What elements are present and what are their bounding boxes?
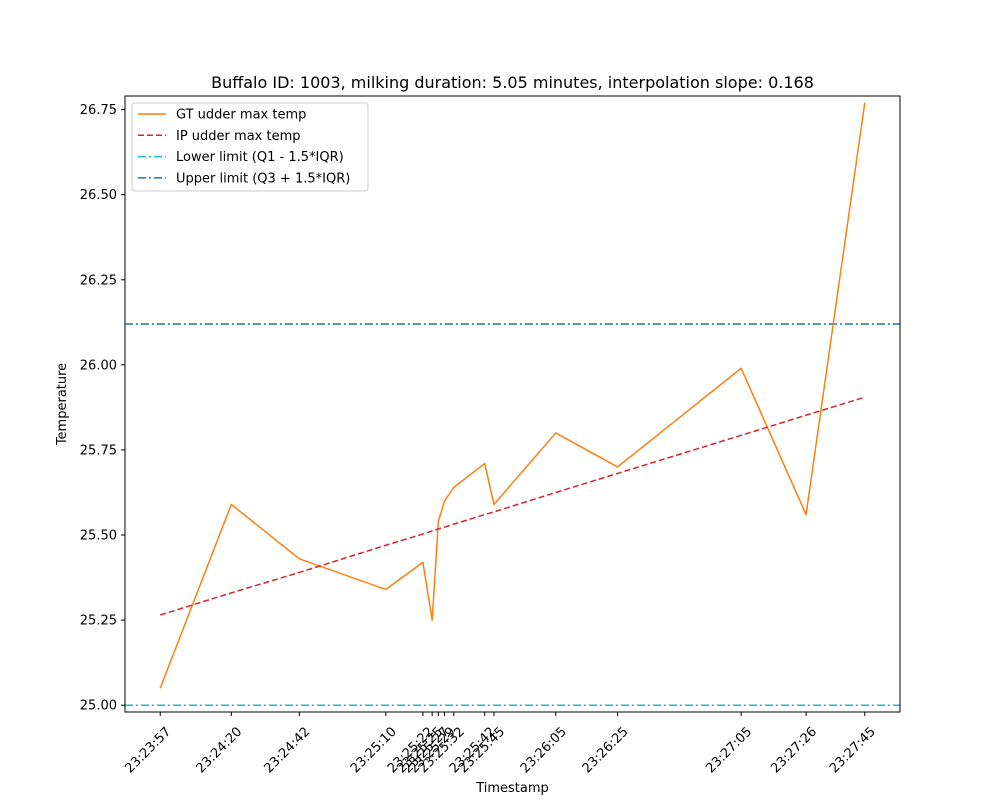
x-tick-label: 23:27:45	[827, 724, 879, 776]
y-axis: 25.00 25.25 25.50 25.75 26.00 26.25 26.50 26.75	[80, 103, 125, 714]
legend-label: Upper limit (Q3 + 1.5*IQR)	[176, 171, 350, 186]
legend-label: GT udder max temp	[176, 108, 306, 123]
x-tick-label: 23:24:20	[193, 724, 245, 776]
x-axis-label: Timestamp	[475, 781, 549, 796]
x-tick-label: 23:27:05	[703, 724, 755, 776]
legend-label: Lower limit (Q1 - 1.5*IQR)	[176, 150, 344, 165]
legend-label: IP udder max temp	[176, 129, 301, 144]
legend: GT udder max temp IP udder max temp Lower …	[131, 102, 369, 192]
chart-title: Buffalo ID: 1003, milking duration: 5.05…	[211, 73, 814, 92]
x-tick-label: 23:27:26	[768, 724, 820, 776]
y-tick-label: 26.75	[80, 103, 117, 118]
y-tick-label: 25.75	[80, 443, 117, 458]
y-tick-label: 25.25	[80, 614, 117, 629]
x-axis: 23:23:57 23:24:20 23:24:42 23:25:1023:25:22…	[122, 712, 879, 776]
plot-frame	[124, 95, 901, 713]
x-tick-label: 23:24:42	[261, 724, 313, 776]
x-tick-label: 23:26:05	[518, 724, 570, 776]
y-tick-label: 25.50	[80, 529, 117, 544]
plot-lines	[125, 102, 900, 706]
y-tick-label: 26.00	[80, 358, 117, 373]
series-line-0	[159, 102, 866, 689]
x-tick-label: 23:23:57	[122, 724, 174, 776]
x-tick-label: 23:26:25	[580, 724, 632, 776]
y-tick-label: 26.50	[80, 188, 117, 203]
legend-box	[131, 102, 369, 192]
y-axis-label: Temperature	[55, 363, 70, 446]
series-line-1	[160, 396, 865, 616]
y-tick-label: 25.00	[80, 699, 117, 714]
y-tick-label: 26.25	[80, 273, 117, 288]
